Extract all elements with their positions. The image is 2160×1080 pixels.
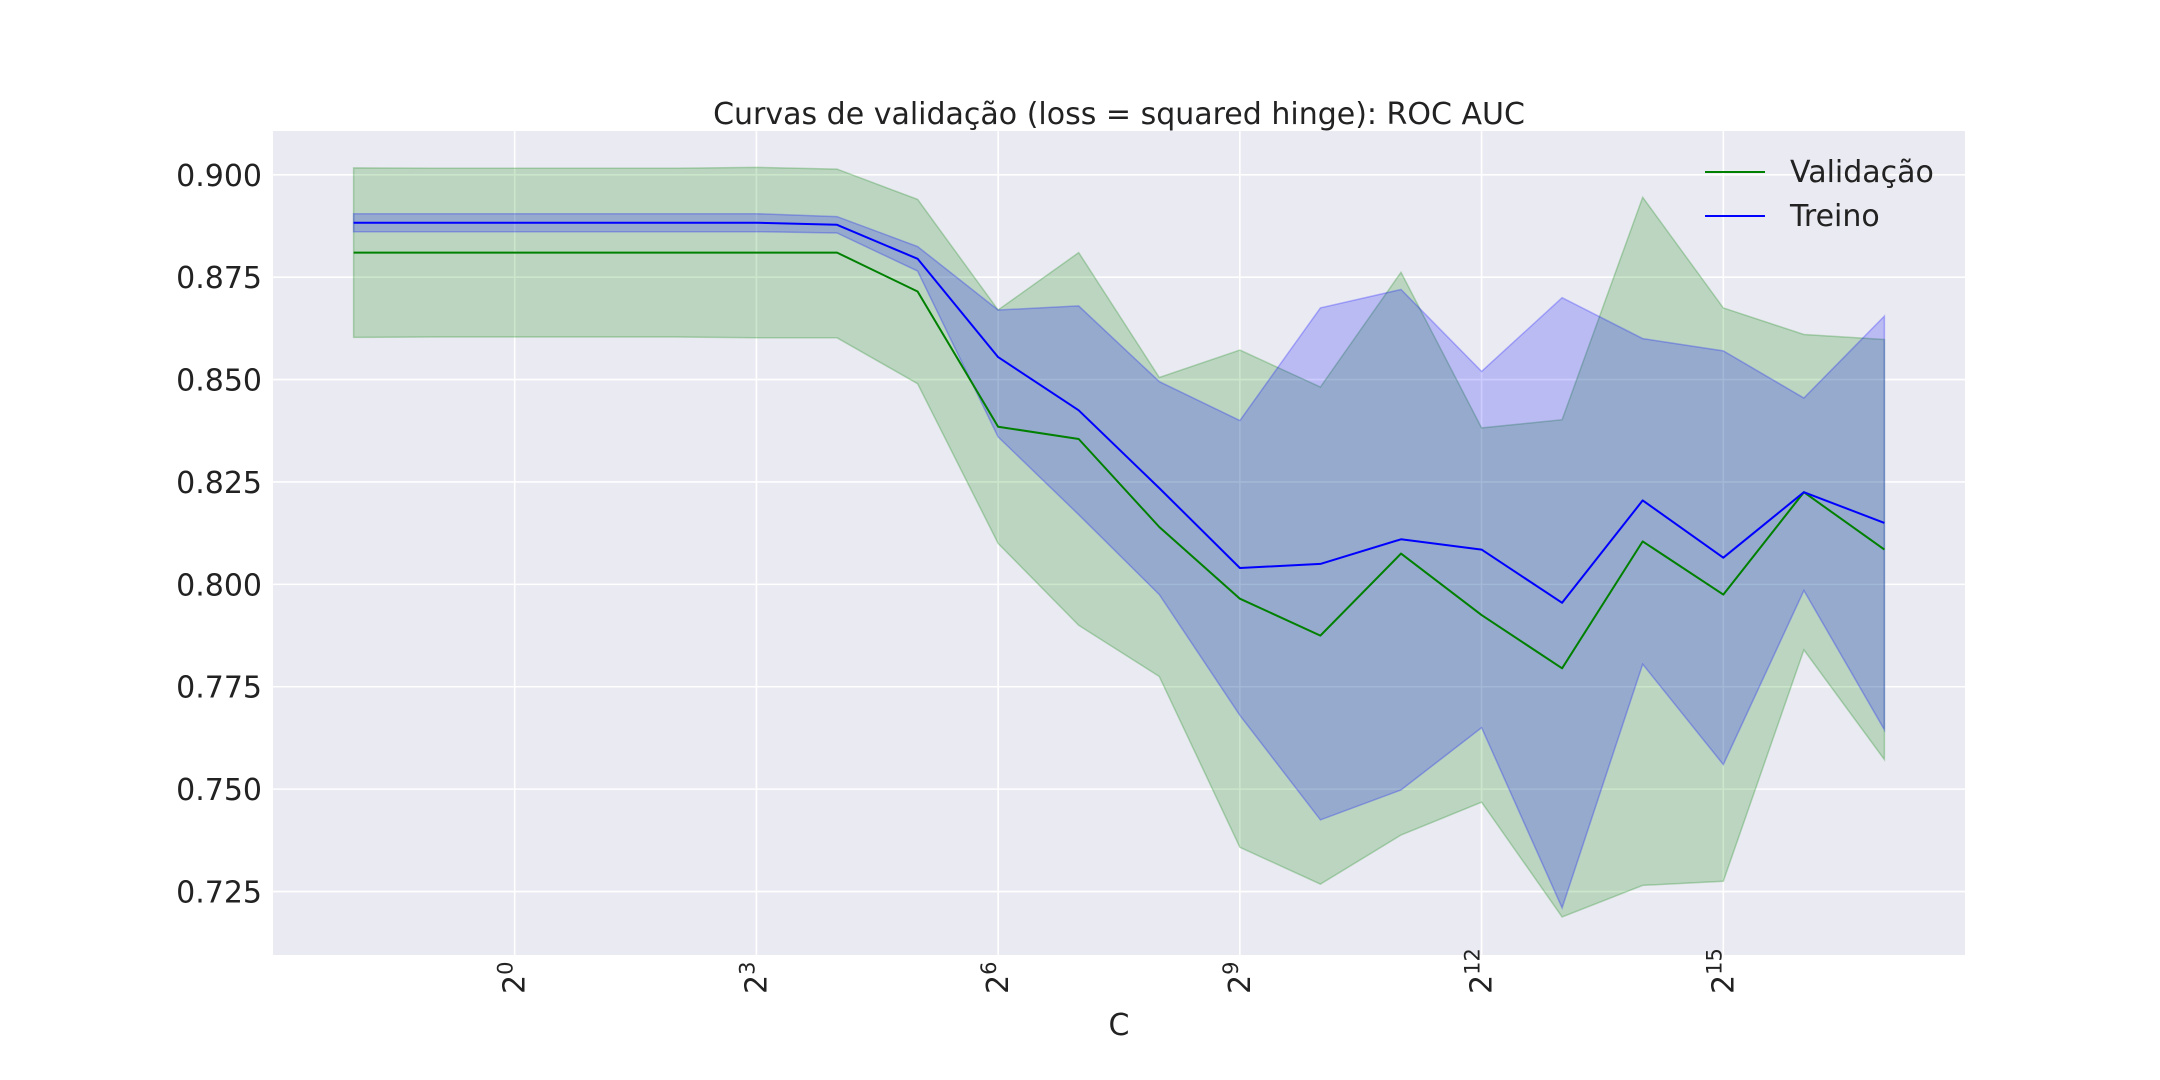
line-treino: [353, 221, 1885, 604]
x-tick-exponent: 15: [1702, 948, 1726, 975]
x-axis-label: C: [1109, 1008, 1130, 1043]
y-tick-label: 0.825: [176, 466, 262, 501]
svg-text:212: 212: [1461, 948, 1500, 994]
band-validacao: [352, 166, 1886, 918]
y-tick-label: 0.900: [176, 159, 262, 194]
band-treino: [352, 212, 1886, 910]
x-tick-exponent: 9: [1219, 962, 1243, 975]
x-tick-base: 2: [739, 975, 774, 994]
y-tick-label: 0.800: [176, 568, 262, 603]
line-validacao: [353, 251, 1885, 670]
legend-label-treino: Treino: [1789, 199, 1880, 234]
x-tick-base: 2: [1223, 975, 1258, 994]
chart-title: Curvas de validação (loss = squared hing…: [713, 97, 1525, 132]
x-tick-label: 26: [977, 962, 1016, 994]
x-tick-label: 23: [735, 962, 774, 994]
x-tick-label: 29: [1219, 962, 1258, 994]
y-tick-label: 0.775: [176, 671, 262, 706]
y-tick-label: 0.875: [176, 261, 262, 296]
legend-label-validacao: Validação: [1790, 155, 1934, 190]
x-tick-exponent: 6: [977, 962, 1001, 975]
x-tick-base: 2: [498, 975, 533, 994]
svg-text:20: 20: [494, 962, 533, 994]
x-tick-exponent: 12: [1461, 948, 1485, 975]
svg-text:29: 29: [1219, 962, 1258, 994]
x-tick-label: 215: [1702, 948, 1741, 994]
x-tick-base: 2: [981, 975, 1016, 994]
confidence-bands: [352, 166, 1886, 918]
svg-text:26: 26: [977, 962, 1016, 994]
plot-area: [273, 131, 1965, 955]
y-tick-label: 0.850: [176, 364, 262, 399]
x-tick-label: 212: [1461, 948, 1500, 994]
x-tick-base: 2: [1706, 975, 1741, 994]
x-tick-exponent: 3: [735, 962, 759, 975]
series-lines: [353, 221, 1885, 670]
svg-text:215: 215: [1702, 948, 1741, 994]
y-tick-label: 0.725: [176, 876, 262, 911]
y-tick-label: 0.750: [176, 773, 262, 808]
svg-text:23: 23: [735, 962, 774, 994]
grid-lines: [273, 131, 1965, 955]
x-tick-label: 20: [494, 962, 533, 994]
legend: Validação Treino: [1705, 155, 1934, 234]
x-tick-exponent: 0: [494, 962, 518, 975]
y-axis-ticks: 0.725 0.750 0.775 0.800 0.825 0.850 0.875 0.900: [176, 159, 262, 911]
x-tick-base: 2: [1465, 975, 1500, 994]
